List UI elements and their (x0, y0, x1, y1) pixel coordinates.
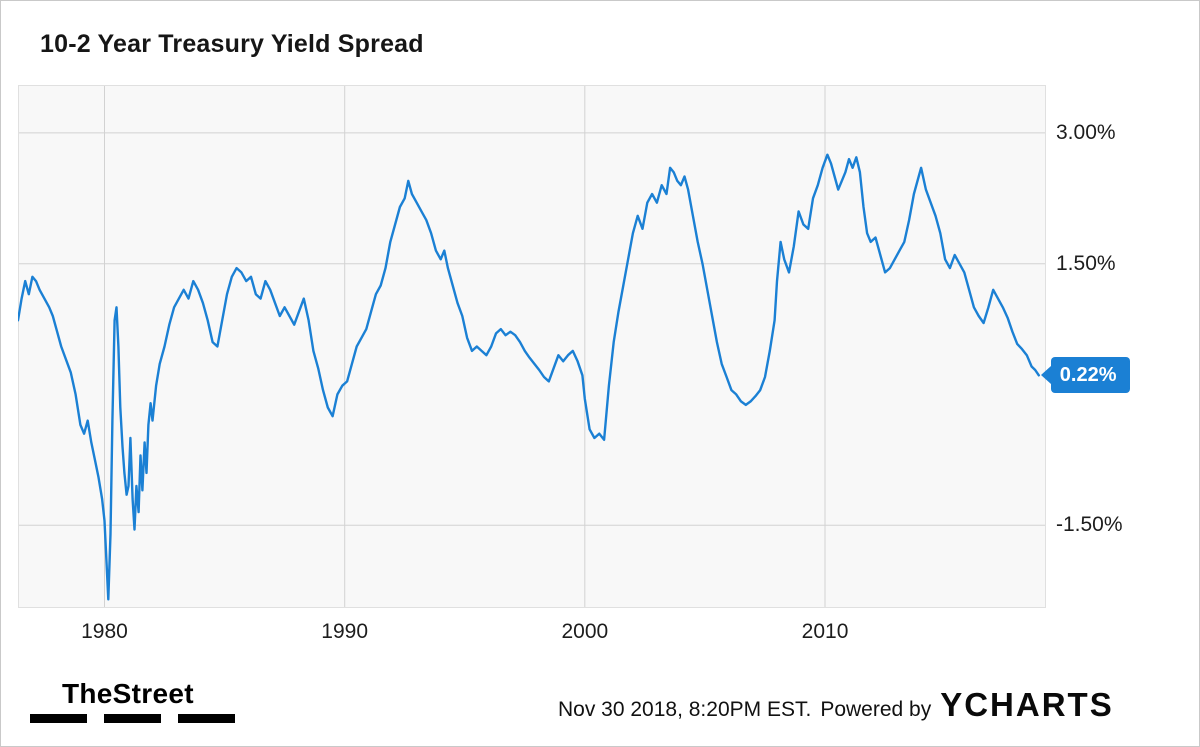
thestreet-logo-underline (30, 714, 235, 723)
x-axis-tick-label: 1990 (321, 620, 368, 643)
x-axis-tick-label: 1980 (81, 620, 128, 643)
timestamp: Nov 30 2018, 8:20PM EST. (558, 698, 812, 721)
powered-by-label: Powered by (820, 698, 932, 721)
plot-area (18, 85, 1046, 608)
y-axis-tick-label: 3.00% (1056, 120, 1116, 144)
chart-title: 10-2 Year Treasury Yield Spread (40, 30, 424, 58)
brand-underline-bar (178, 714, 235, 723)
spread-line-chart (18, 85, 1046, 608)
brand-underline-bar (30, 714, 87, 723)
brand-underline-bar (104, 714, 161, 723)
plot-border (18, 85, 1046, 608)
x-axis-tick-label: 2000 (561, 620, 609, 643)
current-value-label: 0.22% (1059, 364, 1117, 387)
badge-arrow (1040, 366, 1051, 385)
x-axis-tick-label: 2010 (801, 620, 849, 643)
thestreet-logo[interactable]: TheStreet (62, 678, 194, 709)
y-axis-tick-label: 1.50% (1056, 251, 1116, 275)
ycharts-logo[interactable]: YCHARTS (940, 686, 1114, 723)
y-axis: 3.00% 1.50% -1.50% (1056, 85, 1196, 608)
spread-line (18, 153, 1040, 601)
attribution: Nov 30 2018, 8:20PM EST. Powered by YCHA… (558, 686, 1114, 724)
current-value-badge: 0.22% (1040, 357, 1130, 394)
y-axis-tick-label: -1.50% (1056, 513, 1123, 537)
x-axis: 1980 1990 2000 2010 (18, 620, 1046, 648)
